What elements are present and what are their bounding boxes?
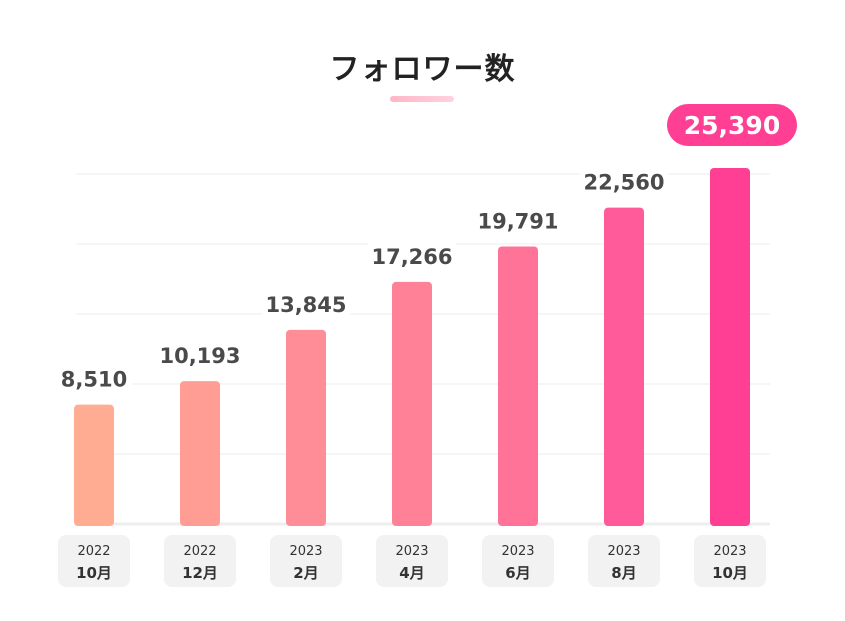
bar-5: [604, 207, 644, 527]
category-pill: [376, 535, 448, 587]
category-month: 6月: [505, 564, 530, 582]
category-pill: [482, 535, 554, 587]
value-label: 17,266: [371, 245, 452, 269]
value-label-bg: [368, 241, 456, 274]
value-label-bg: [474, 206, 562, 239]
chart-title: フォロワー数: [329, 52, 516, 87]
category-month: 10月: [76, 564, 112, 582]
value-label: 10,193: [159, 344, 240, 368]
title-underline: [390, 96, 454, 102]
category-year: 2023: [395, 544, 428, 559]
bar-4: [498, 246, 538, 527]
category-pill: [58, 535, 130, 587]
bar-1: [180, 381, 220, 526]
value-label-highlight: 25,390: [684, 111, 780, 140]
value-label-bg: [580, 167, 668, 200]
category-month: 4月: [399, 564, 424, 582]
category-year: 2023: [289, 544, 322, 559]
bar-3: [392, 281, 432, 526]
category-year: 2022: [77, 544, 110, 559]
category-year: 2022: [183, 544, 216, 559]
value-label: 22,560: [583, 171, 664, 195]
bar-2: [286, 329, 326, 526]
category-month: 10月: [712, 564, 748, 582]
category-pill: [694, 535, 766, 587]
value-badge: [667, 104, 797, 146]
bar-0: [74, 404, 114, 526]
category-year: 2023: [501, 544, 534, 559]
category-month: 2月: [293, 564, 318, 582]
bar-6: [710, 168, 750, 526]
category-pill: [588, 535, 660, 587]
value-label: 13,845: [265, 293, 346, 317]
category-month: 12月: [182, 564, 218, 582]
category-year: 2023: [607, 544, 640, 559]
value-label-bg: [262, 289, 350, 322]
value-label-bg: [156, 341, 244, 374]
category-pill: [270, 535, 342, 587]
value-label-bg: [56, 364, 132, 397]
category-pill: [164, 535, 236, 587]
category-year: 2023: [713, 544, 746, 559]
value-label: 19,791: [477, 210, 558, 234]
value-label: 8,510: [61, 368, 127, 392]
category-month: 8月: [611, 564, 636, 582]
